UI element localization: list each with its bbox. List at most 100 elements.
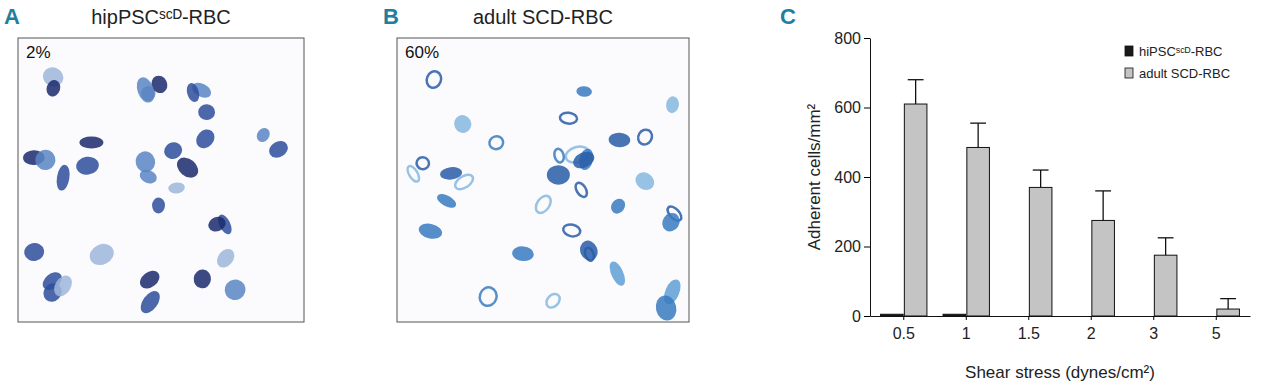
cell bbox=[175, 155, 201, 180]
y-axis: 0200400600800 bbox=[834, 30, 870, 325]
cell bbox=[56, 165, 69, 190]
cell bbox=[608, 261, 626, 286]
cell bbox=[81, 138, 102, 147]
x-tick-label: 1.5 bbox=[1018, 325, 1040, 342]
cell bbox=[194, 127, 216, 150]
x-tick: 2 bbox=[1087, 316, 1096, 342]
error-whisker bbox=[1040, 170, 1041, 187]
x-axis-line bbox=[871, 316, 1251, 317]
x-tick-mark bbox=[1028, 316, 1029, 320]
cell bbox=[194, 270, 210, 288]
bar bbox=[1006, 316, 1029, 317]
error-bar bbox=[1158, 238, 1174, 255]
bar bbox=[967, 147, 990, 316]
photo-frame bbox=[18, 38, 304, 322]
photo-panel: Badult SCD-RBC60% bbox=[383, 4, 689, 322]
cell bbox=[488, 135, 505, 151]
panel-annotation: 60% bbox=[405, 43, 439, 62]
cell bbox=[424, 69, 443, 90]
cell bbox=[559, 112, 577, 125]
cell bbox=[46, 80, 61, 97]
error-whisker bbox=[915, 80, 916, 104]
error-cap bbox=[1095, 190, 1111, 191]
photo-panel: AhipPSCˢᶜᴰ-RBC2% bbox=[4, 4, 304, 322]
error-bar bbox=[1220, 299, 1236, 309]
bar bbox=[1131, 316, 1154, 317]
x-tick-mark bbox=[903, 316, 904, 320]
cell bbox=[88, 242, 116, 268]
cell bbox=[635, 127, 654, 147]
cell bbox=[419, 223, 442, 240]
bar bbox=[1068, 316, 1091, 317]
y-tick: 0 bbox=[852, 308, 870, 325]
x-tick: 5 bbox=[1212, 316, 1221, 342]
cell bbox=[208, 216, 226, 232]
error-whisker bbox=[1227, 299, 1228, 309]
cell bbox=[477, 285, 499, 308]
cell bbox=[163, 141, 183, 160]
cell bbox=[186, 83, 199, 102]
error-cap bbox=[1033, 169, 1049, 170]
y-axis-title: Adherent cells/mm² bbox=[805, 103, 824, 250]
error-cap bbox=[1220, 298, 1236, 299]
panel-label: C bbox=[780, 4, 796, 29]
cell bbox=[579, 240, 599, 262]
y-tick-label: 800 bbox=[834, 30, 861, 47]
cell bbox=[76, 157, 98, 175]
x-tick: 1.5 bbox=[1018, 316, 1040, 342]
x-tick-mark bbox=[1216, 316, 1217, 320]
plot-area bbox=[881, 80, 1240, 316]
cell bbox=[544, 291, 563, 310]
y-tick-mark bbox=[864, 177, 870, 178]
figure: AhipPSCˢᶜᴰ-RBC2%Badult SCD-RBC60%C020040… bbox=[0, 0, 1280, 384]
y-tick: 200 bbox=[834, 238, 870, 255]
annotation-bg bbox=[399, 40, 439, 64]
cell bbox=[610, 133, 630, 146]
cell bbox=[52, 274, 74, 298]
error-whisker bbox=[977, 123, 978, 147]
x-axis: 0.511.5235 bbox=[871, 316, 1251, 342]
error-bar bbox=[1095, 191, 1111, 221]
cell bbox=[548, 166, 569, 183]
x-tick: 1 bbox=[962, 316, 971, 342]
y-tick: 800 bbox=[834, 30, 870, 47]
y-tick-label: 0 bbox=[852, 308, 861, 325]
panel-label: A bbox=[4, 4, 20, 29]
cell bbox=[573, 181, 589, 199]
cell bbox=[135, 77, 156, 104]
bar-series bbox=[904, 80, 1239, 316]
error-cap bbox=[1158, 237, 1174, 238]
cell bbox=[655, 295, 678, 321]
cell bbox=[268, 139, 289, 159]
cell bbox=[169, 183, 184, 193]
x-tick-label: 3 bbox=[1149, 325, 1158, 342]
error-whisker bbox=[1102, 191, 1103, 221]
cell bbox=[453, 114, 473, 134]
legend-label: adult SCD-RBC bbox=[1139, 66, 1230, 81]
legend: hiPSCˢᶜᴰ-RBC adult SCD-RBC bbox=[1125, 44, 1230, 81]
cell bbox=[441, 167, 462, 179]
cell bbox=[562, 223, 581, 238]
error-bar bbox=[1033, 170, 1049, 187]
y-tick-mark bbox=[864, 38, 870, 39]
y-tick-label: 600 bbox=[834, 99, 861, 116]
panel-title: hipPSCˢᶜᴰ-RBC bbox=[91, 6, 231, 28]
x-tick-label: 5 bbox=[1212, 325, 1221, 342]
error-bar bbox=[970, 123, 986, 147]
cell bbox=[634, 170, 656, 192]
x-tick-mark bbox=[1091, 316, 1092, 320]
cell bbox=[572, 150, 595, 170]
bar bbox=[943, 314, 966, 316]
bar bbox=[904, 104, 927, 316]
legend-label: hiPSCˢᶜᴰ-RBC bbox=[1139, 44, 1222, 59]
bar bbox=[1154, 255, 1177, 316]
x-axis-title: Shear stress (dynes/cm²) bbox=[965, 363, 1155, 382]
y-tick-mark bbox=[864, 108, 870, 109]
y-tick: 600 bbox=[834, 99, 870, 116]
cell bbox=[533, 193, 554, 216]
y-axis-line bbox=[870, 39, 871, 317]
photo-cells bbox=[405, 69, 684, 321]
x-tick-label: 2 bbox=[1087, 325, 1096, 342]
cell bbox=[139, 289, 162, 314]
cell bbox=[24, 243, 44, 262]
